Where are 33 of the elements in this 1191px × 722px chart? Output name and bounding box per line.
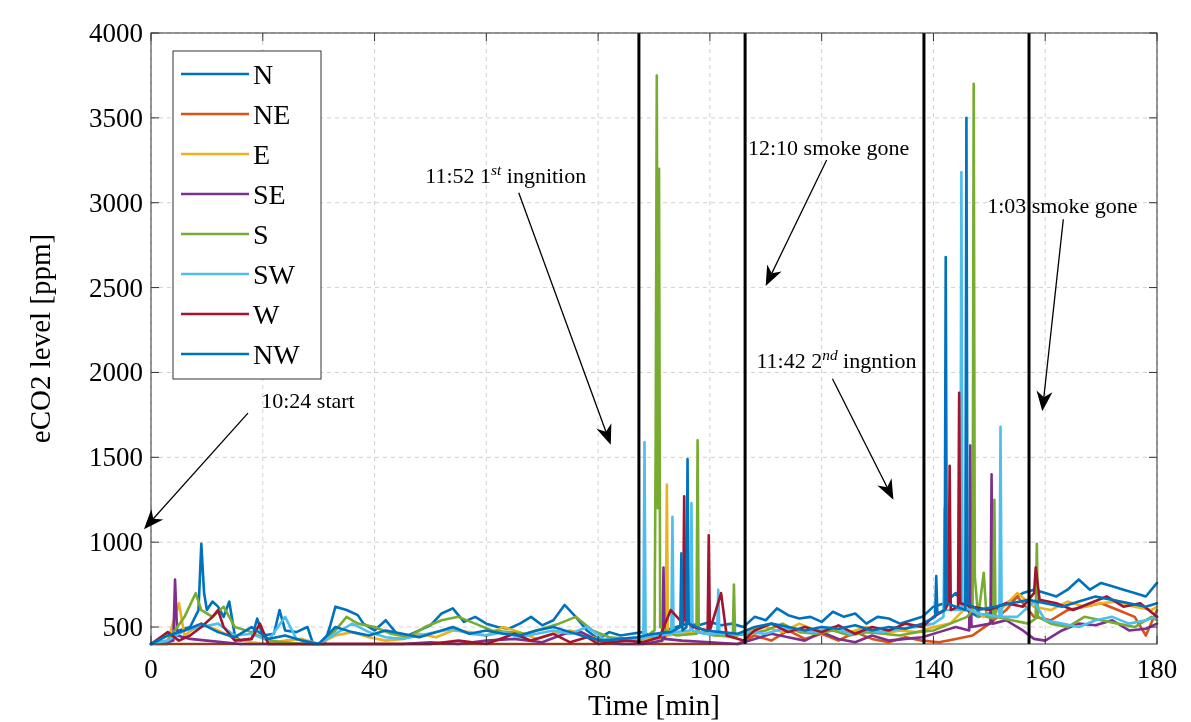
y-tick-label: 2500 [89,272,143,303]
x-axis-title: Time [min] [588,689,720,721]
legend-label: E [253,139,271,170]
annotation: 11:42 2$^{nd}$ ingntion [756,345,917,373]
y-tick-label: 2000 [89,357,143,388]
x-tick-label: 100 [689,654,731,684]
y-tick-label: 500 [102,612,143,643]
legend-label: NE [253,99,291,130]
annotation: 11:52 1$^{st}$ ingnition [425,160,587,188]
x-tick-label: 0 [144,654,158,684]
legend-label: N [253,59,274,90]
annotation: 10:24 start [261,388,355,414]
y-tick-label: 1500 [89,442,143,473]
y-tick-label: 1000 [89,527,143,558]
legend-label: SW [253,259,296,290]
x-tick-label: 160 [1024,654,1066,684]
annotation: 12:10 smoke gone [748,134,910,160]
x-tick-label: 140 [913,654,954,684]
legend-label: S [253,219,269,250]
x-tick-label: 80 [584,654,612,684]
legend-label: SE [253,179,286,210]
y-tick-label: 4000 [89,18,143,48]
y-axis-title: eCO2 level [ppm] [24,233,56,444]
x-tick-label: 40 [361,654,389,684]
legend-label: W [253,299,280,330]
x-tick-label: 60 [472,654,500,684]
y-tick-label: 3500 [89,102,143,133]
x-tick-label: 180 [1136,654,1178,684]
y-tick-label: 3000 [89,187,143,218]
legend-label: NW [253,339,301,370]
annotation: 1:03 smoke gone [987,193,1138,219]
x-tick-label: 120 [801,654,842,684]
x-tick-label: 20 [249,654,277,684]
